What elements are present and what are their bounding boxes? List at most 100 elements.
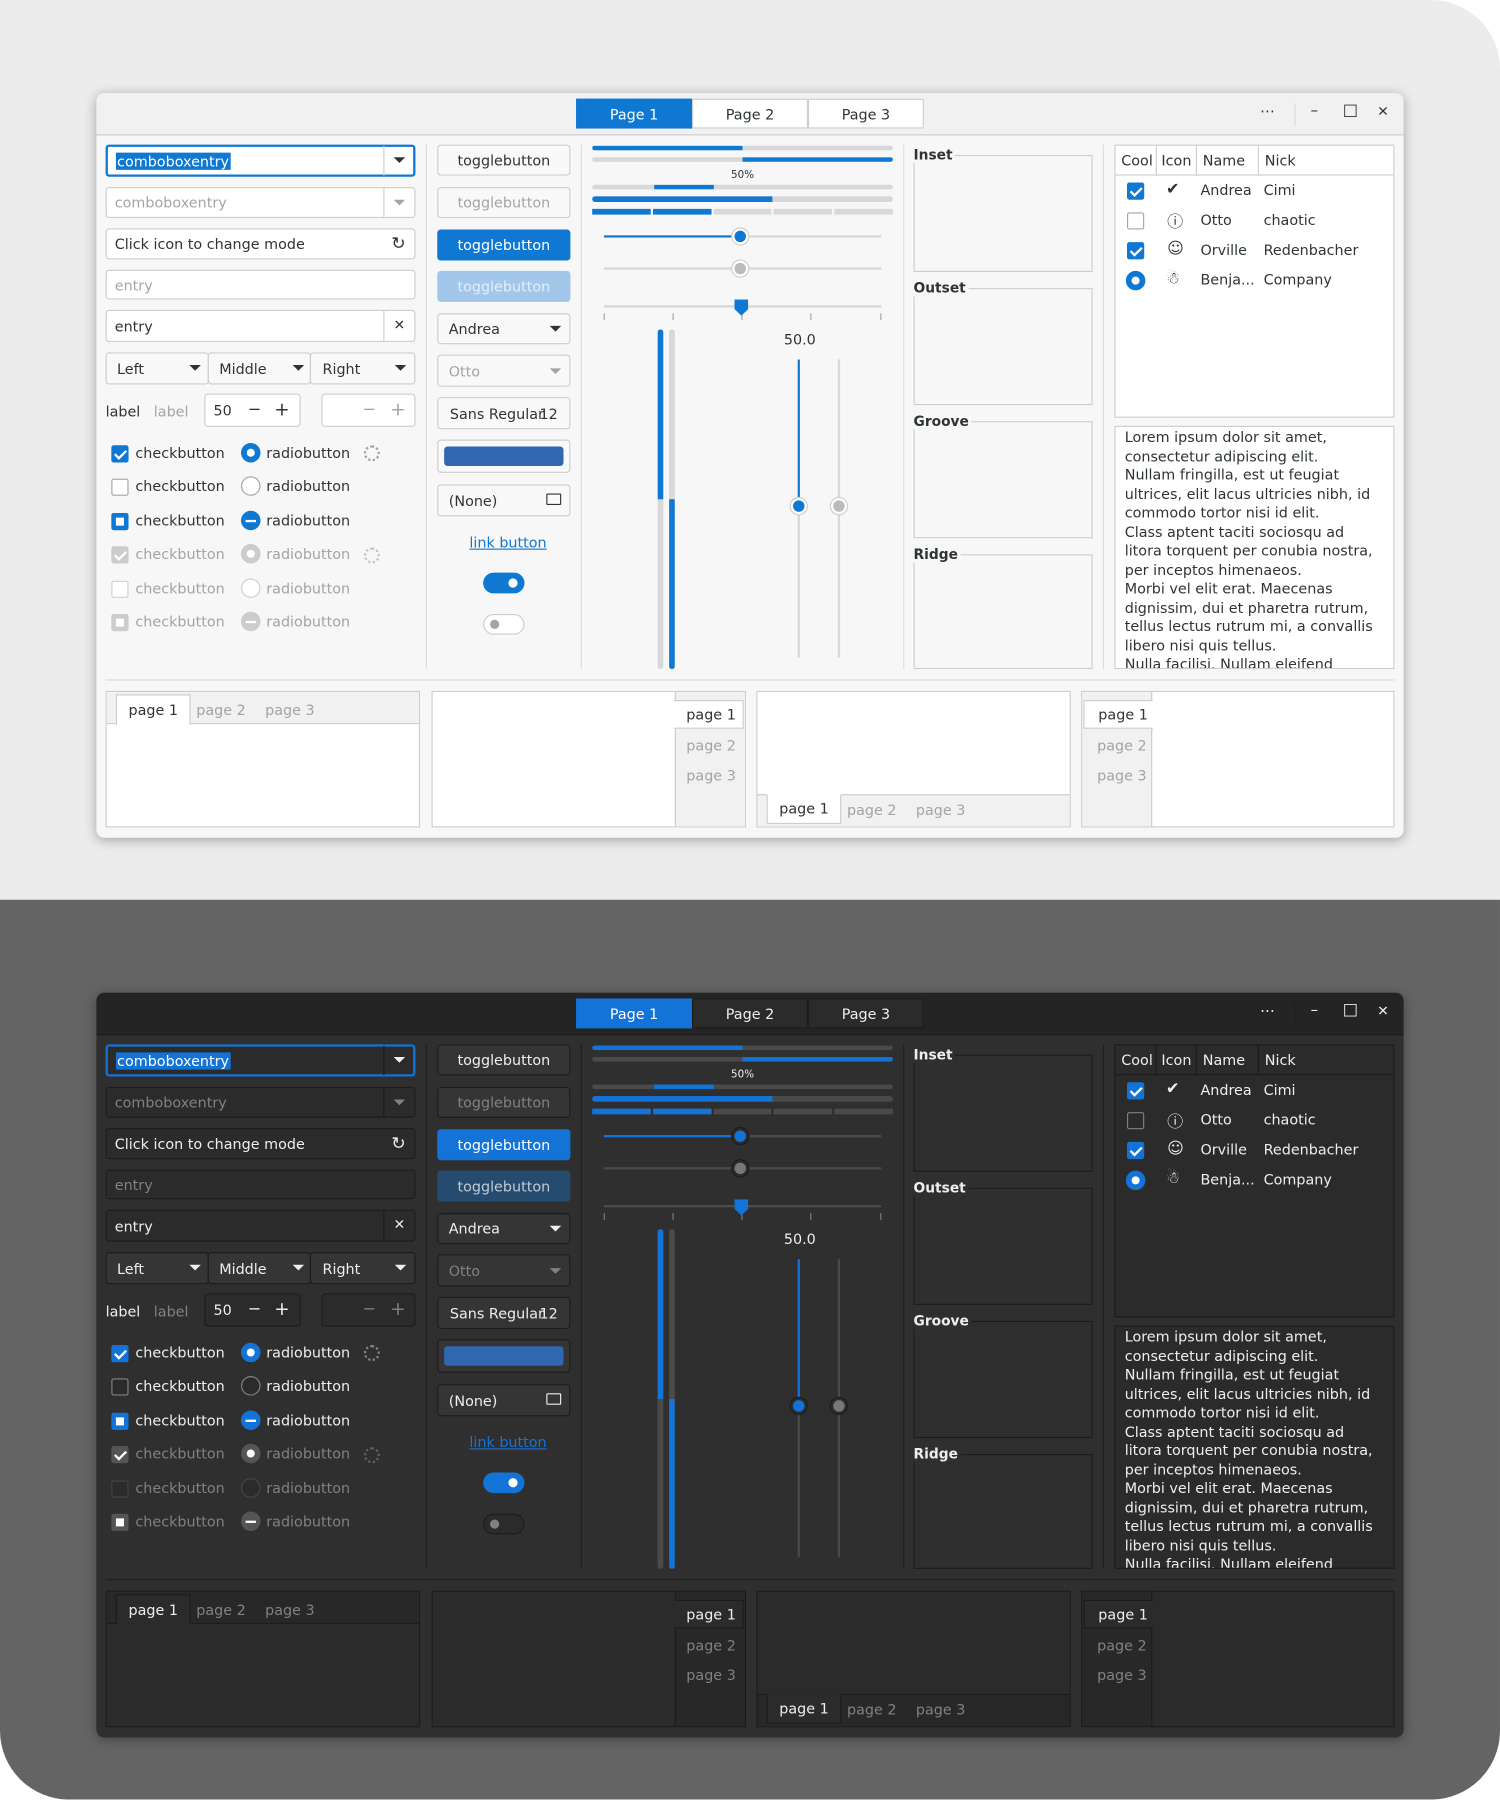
mode-entry[interactable]: Click icon to change mode <box>105 228 416 260</box>
color-button[interactable] <box>437 1339 571 1373</box>
togglebutton-active[interactable]: togglebutton <box>437 1129 571 1161</box>
linked-button-right[interactable]: Right <box>309 352 416 385</box>
spinbutton[interactable]: 50 <box>204 393 301 427</box>
stack-tab-page-2[interactable]: Page 2 <box>692 998 808 1029</box>
link-button[interactable]: link button <box>469 1433 547 1451</box>
notebook-tab-page-3[interactable]: page 3 <box>265 701 315 719</box>
more-menu-icon[interactable]: ⋯ <box>1260 103 1276 121</box>
entry-empty[interactable]: entry <box>105 269 416 300</box>
text-view[interactable]: Lorem ipsum dolor sit amet, consectetur … <box>1114 1325 1395 1569</box>
tree-view[interactable]: Cool Icon Name Nick ✔ Andrea Cimi ⓘ Otto… <box>1114 1044 1395 1318</box>
notebook-tab-page-2[interactable]: page 2 <box>686 736 736 755</box>
tree-row-cool-radio[interactable] <box>1125 270 1146 291</box>
mode-entry[interactable]: Click icon to change mode <box>105 1128 416 1160</box>
checkbutton-inconsistent[interactable] <box>111 1412 129 1430</box>
switch-on[interactable] <box>483 1472 525 1494</box>
stack-tab-page-1[interactable]: Page 1 <box>576 98 693 129</box>
notebook-tab-page-2[interactable]: page 2 <box>1097 1636 1147 1654</box>
column-header-name[interactable]: Name <box>1202 1051 1246 1069</box>
switch-on[interactable] <box>483 572 525 594</box>
plus-icon[interactable]: + <box>274 398 290 421</box>
minus-icon[interactable]: − <box>247 400 262 419</box>
entry-empty[interactable]: entry <box>105 1169 416 1200</box>
minimize-icon[interactable]: – <box>1310 102 1319 120</box>
stack-tab-page-3[interactable]: Page 3 <box>807 98 924 129</box>
maximize-icon[interactable]: □ <box>1342 1000 1358 1020</box>
chevron-down-icon[interactable] <box>393 1056 406 1063</box>
font-button[interactable]: Sans Regular 12 <box>437 397 571 430</box>
notebook-tab-page-1[interactable]: page 1 <box>673 700 744 729</box>
checkbutton-checked[interactable] <box>111 1345 129 1363</box>
comboboxentry-text[interactable]: comboboxentry <box>115 1051 231 1070</box>
notebook-tab-page-1[interactable]: page 1 <box>766 1693 842 1724</box>
link-button[interactable]: link button <box>469 533 547 551</box>
file-chooser-button[interactable]: (None) <box>437 484 571 517</box>
refresh-icon[interactable]: ↻ <box>391 1132 406 1154</box>
notebook-tab-page-3[interactable]: page 3 <box>915 1700 966 1719</box>
color-button[interactable] <box>437 439 571 473</box>
notebook-tab-page-1[interactable]: page 1 <box>1083 700 1154 729</box>
scale-knob[interactable] <box>732 1128 749 1145</box>
checkbutton-unchecked[interactable] <box>111 478 129 496</box>
column-header-cool[interactable]: Cool <box>1121 1051 1153 1069</box>
tree-row-cool-check[interactable] <box>1127 1082 1145 1100</box>
notebook-tab-page-2[interactable]: page 2 <box>196 701 246 719</box>
notebook-tab-page-1[interactable]: page 1 <box>115 694 191 726</box>
linked-button-middle[interactable]: Middle <box>207 1252 312 1285</box>
minus-icon[interactable]: − <box>247 1300 262 1319</box>
notebook-tab-page-3[interactable]: page 3 <box>1097 766 1147 784</box>
chevron-down-icon[interactable] <box>393 157 406 163</box>
radiobutton-inconsistent[interactable] <box>241 510 261 531</box>
notebook-tab-page-3[interactable]: page 3 <box>1097 1666 1147 1684</box>
tree-row-cool-check[interactable] <box>1127 182 1145 200</box>
stack-tab-page-2[interactable]: Page 2 <box>692 98 808 129</box>
column-header-name[interactable]: Name <box>1202 151 1246 169</box>
notebook-tab-page-2[interactable]: page 2 <box>846 1700 897 1719</box>
column-header-icon[interactable]: Icon <box>1161 1051 1192 1069</box>
radiobutton-unselected[interactable] <box>241 476 261 496</box>
maximize-icon[interactable]: □ <box>1342 100 1358 120</box>
minimize-icon[interactable]: – <box>1310 1001 1319 1020</box>
notebook-tab-page-3[interactable]: page 3 <box>265 1600 315 1619</box>
tree-row-cool-check[interactable] <box>1127 242 1145 260</box>
comboboxentry[interactable]: comboboxentry <box>105 1044 416 1077</box>
comboboxentry-text[interactable]: comboboxentry <box>115 152 231 170</box>
vertical-scale-knob[interactable] <box>790 498 807 515</box>
tree-row-cool-check[interactable] <box>1127 1112 1145 1130</box>
radiobutton-selected[interactable] <box>241 442 261 463</box>
notebook-tab-page-1[interactable]: page 1 <box>766 794 842 825</box>
checkbutton-checked[interactable] <box>111 445 129 463</box>
notebook-tab-page-2[interactable]: page 2 <box>196 1600 246 1619</box>
notebook-tab-page-1[interactable]: page 1 <box>115 1594 191 1626</box>
togglebutton[interactable]: togglebutton <box>437 144 571 176</box>
combo-andrea[interactable]: Andrea <box>437 313 571 345</box>
tree-view[interactable]: Cool Icon Name Nick ✔ Andrea Cimi ⓘ Otto… <box>1114 144 1395 418</box>
clear-icon[interactable]: ✕ <box>393 316 406 333</box>
vertical-scale-knob[interactable] <box>790 1397 807 1414</box>
notebook-tab-page-2[interactable]: page 2 <box>846 801 897 819</box>
stack-tab-page-3[interactable]: Page 3 <box>807 998 924 1029</box>
clear-icon[interactable]: ✕ <box>393 1216 406 1233</box>
more-menu-icon[interactable]: ⋯ <box>1260 1003 1276 1021</box>
radiobutton-unselected[interactable] <box>241 1376 261 1396</box>
checkbutton-inconsistent[interactable] <box>111 513 129 531</box>
togglebutton-active[interactable]: togglebutton <box>437 229 571 261</box>
notebook-tab-page-3[interactable]: page 3 <box>686 766 736 784</box>
radiobutton-selected[interactable] <box>241 1342 261 1363</box>
notebook-tab-page-2[interactable]: page 2 <box>1097 736 1147 755</box>
entry-with-clear[interactable]: entry <box>105 309 416 343</box>
tree-row-cool-check[interactable] <box>1127 212 1145 230</box>
notebook-tab-page-3[interactable]: page 3 <box>686 1666 736 1684</box>
spinbutton[interactable]: 50 <box>204 1293 301 1327</box>
comboboxentry[interactable]: comboboxentry <box>105 144 416 177</box>
scale-marker-knob[interactable] <box>734 299 749 316</box>
column-header-cool[interactable]: Cool <box>1121 151 1153 169</box>
notebook-tab-page-1[interactable]: page 1 <box>673 1599 744 1629</box>
notebook-tab-page-1[interactable]: page 1 <box>1083 1599 1154 1629</box>
font-button[interactable]: Sans Regular 12 <box>437 1296 571 1329</box>
radiobutton-inconsistent[interactable] <box>241 1410 261 1430</box>
refresh-icon[interactable]: ↻ <box>391 232 406 254</box>
close-icon[interactable]: ✕ <box>1377 1003 1389 1020</box>
scale-marker-knob[interactable] <box>734 1199 749 1216</box>
combo-andrea[interactable]: Andrea <box>437 1213 571 1245</box>
